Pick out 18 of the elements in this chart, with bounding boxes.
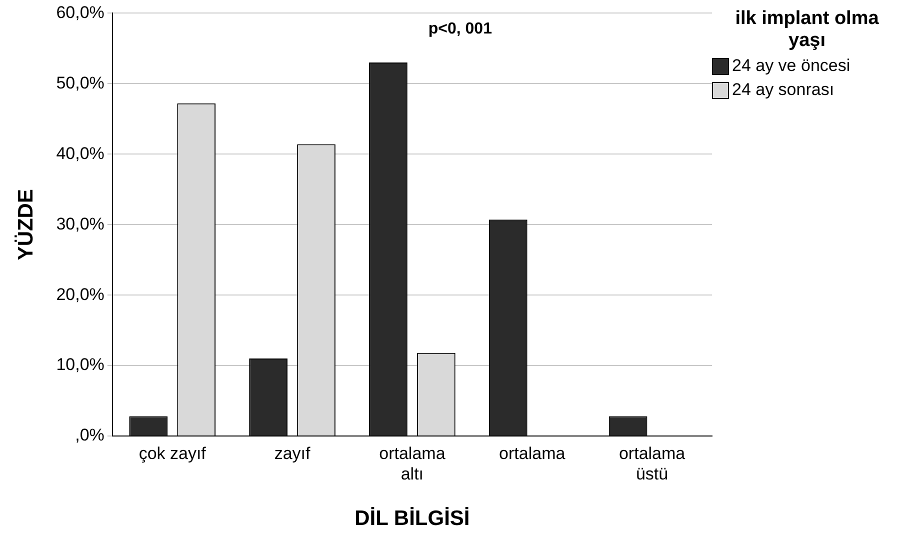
x-tick-label: çok zayıf	[138, 444, 206, 463]
y-tick-label: 50,0%	[56, 73, 104, 92]
y-tick-label: 60,0%	[56, 2, 104, 22]
annotation: p<0, 001	[428, 20, 492, 38]
y-tick-label: 40,0%	[56, 144, 104, 163]
legend-label: 24 ay sonrası	[732, 80, 834, 100]
x-tick-label: ortalama üstü	[618, 444, 686, 484]
x-tick-label: zayıf	[274, 444, 311, 463]
x-axis-title: DİL BİLGİSİ	[354, 507, 470, 530]
x-tick-label: ortalama	[499, 444, 566, 463]
y-tick-label: 10,0%	[56, 355, 104, 374]
y-tick-label: ,0%	[75, 426, 104, 445]
legend-title: ilk implant olma yaşı	[734, 8, 880, 52]
y-axis-title: YÜZDE	[14, 189, 38, 260]
y-tick-label: 30,0%	[56, 214, 104, 234]
x-tick-label: ortalama altı	[379, 444, 446, 484]
legend-label: 24 ay ve öncesi	[732, 56, 850, 76]
y-tick-label: 20,0%	[56, 284, 104, 304]
